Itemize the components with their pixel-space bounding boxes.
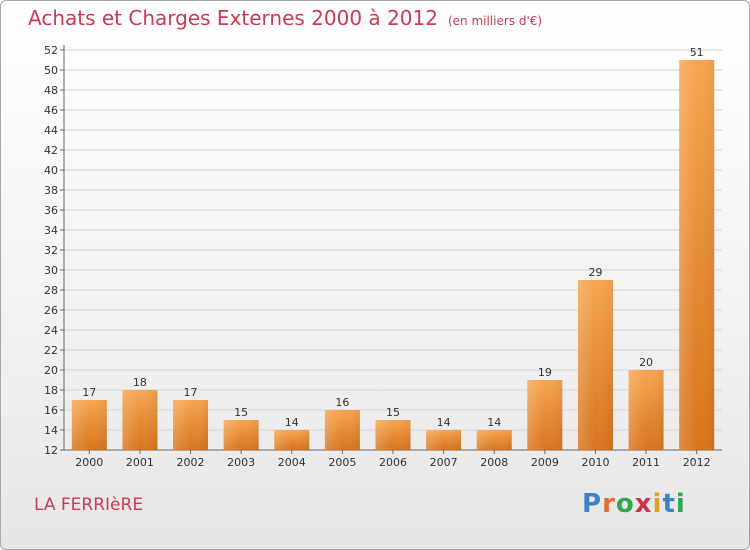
x-tick-label: 2011 [632, 456, 660, 469]
y-tick-label: 44 [44, 124, 58, 137]
y-tick-label: 48 [44, 84, 58, 97]
data-label: 51 [690, 46, 704, 59]
y-tick-label: 36 [44, 204, 58, 217]
y-tick-label: 38 [44, 184, 58, 197]
logo-letter: t [662, 489, 676, 519]
chart-title-text: Achats et Charges Externes 2000 à 2012 [28, 6, 438, 30]
y-tick-label: 50 [44, 64, 58, 77]
bar-shading [223, 420, 259, 450]
x-tick-label: 2003 [227, 456, 255, 469]
bar-shading [527, 380, 563, 450]
y-tick-label: 30 [44, 264, 58, 277]
chart-title-unit: (en milliers d'€) [447, 14, 543, 28]
x-tick-label: 2000 [75, 456, 103, 469]
x-tick-label: 2001 [126, 456, 154, 469]
logo-letter: P [582, 489, 603, 519]
y-tick-label: 28 [44, 284, 58, 297]
bar-shading [71, 400, 107, 450]
location-name: LA FERRIèRE [34, 495, 144, 515]
bar-shading [476, 430, 512, 450]
bar-shading [274, 430, 310, 450]
y-tick-label: 20 [44, 364, 58, 377]
data-label: 16 [335, 396, 349, 409]
x-tick-label: 2009 [531, 456, 559, 469]
y-tick-label: 16 [44, 404, 58, 417]
logo-letter: i [675, 489, 686, 519]
y-tick-label: 24 [44, 324, 58, 337]
bar-shading [122, 390, 158, 450]
x-tick-label: 2010 [581, 456, 609, 469]
data-label: 15 [386, 406, 400, 419]
logo-letter: x [634, 489, 653, 519]
logo-letter: i [652, 489, 663, 519]
bar-shading [173, 400, 209, 450]
x-tick-label: 2012 [683, 456, 711, 469]
bar-shading [324, 410, 360, 450]
data-label: 20 [639, 356, 653, 369]
bars [71, 60, 715, 450]
x-tick-label: 2004 [278, 456, 306, 469]
x-tick-label: 2007 [430, 456, 458, 469]
data-label: 14 [437, 416, 451, 429]
bar-shading [679, 60, 715, 450]
y-tick-label: 14 [44, 424, 58, 437]
proxiti-logo[interactable]: Proxiti [582, 489, 686, 519]
logo-letter: o [615, 489, 635, 519]
x-tick-label: 2006 [379, 456, 407, 469]
y-tick-label: 42 [44, 144, 58, 157]
x-tick-label: 2002 [177, 456, 205, 469]
data-label: 18 [133, 376, 147, 389]
x-tick-label: 2008 [480, 456, 508, 469]
data-label: 17 [82, 386, 96, 399]
data-label: 15 [234, 406, 248, 419]
y-tick-label: 18 [44, 384, 58, 397]
y-tick-label: 52 [44, 44, 58, 57]
bar-shading [426, 430, 462, 450]
y-tick-label: 34 [44, 224, 58, 237]
data-label: 19 [538, 366, 552, 379]
labels: 12 14 16 18 20 22 24 26 28 30 32 34 36 38 40 42 44 46 48 50… [44, 44, 711, 469]
data-label: 14 [487, 416, 501, 429]
y-tick-label: 46 [44, 104, 58, 117]
y-tick-label: 32 [44, 244, 58, 257]
x-tick-label: 2005 [328, 456, 356, 469]
data-label: 29 [588, 266, 602, 279]
bar-shading [628, 370, 664, 450]
logo-letter: r [602, 489, 616, 519]
y-tick-label: 40 [44, 164, 58, 177]
bar-shading [375, 420, 411, 450]
grid-lines [64, 49, 722, 451]
y-tick-label: 12 [44, 444, 58, 457]
data-label: 17 [184, 386, 198, 399]
bar-shading [577, 280, 613, 450]
y-tick-label: 26 [44, 304, 58, 317]
data-label: 14 [285, 416, 299, 429]
y-tick-label: 22 [44, 344, 58, 357]
chart-title: Achats et Charges Externes 2000 à 2012 (e… [28, 6, 542, 30]
